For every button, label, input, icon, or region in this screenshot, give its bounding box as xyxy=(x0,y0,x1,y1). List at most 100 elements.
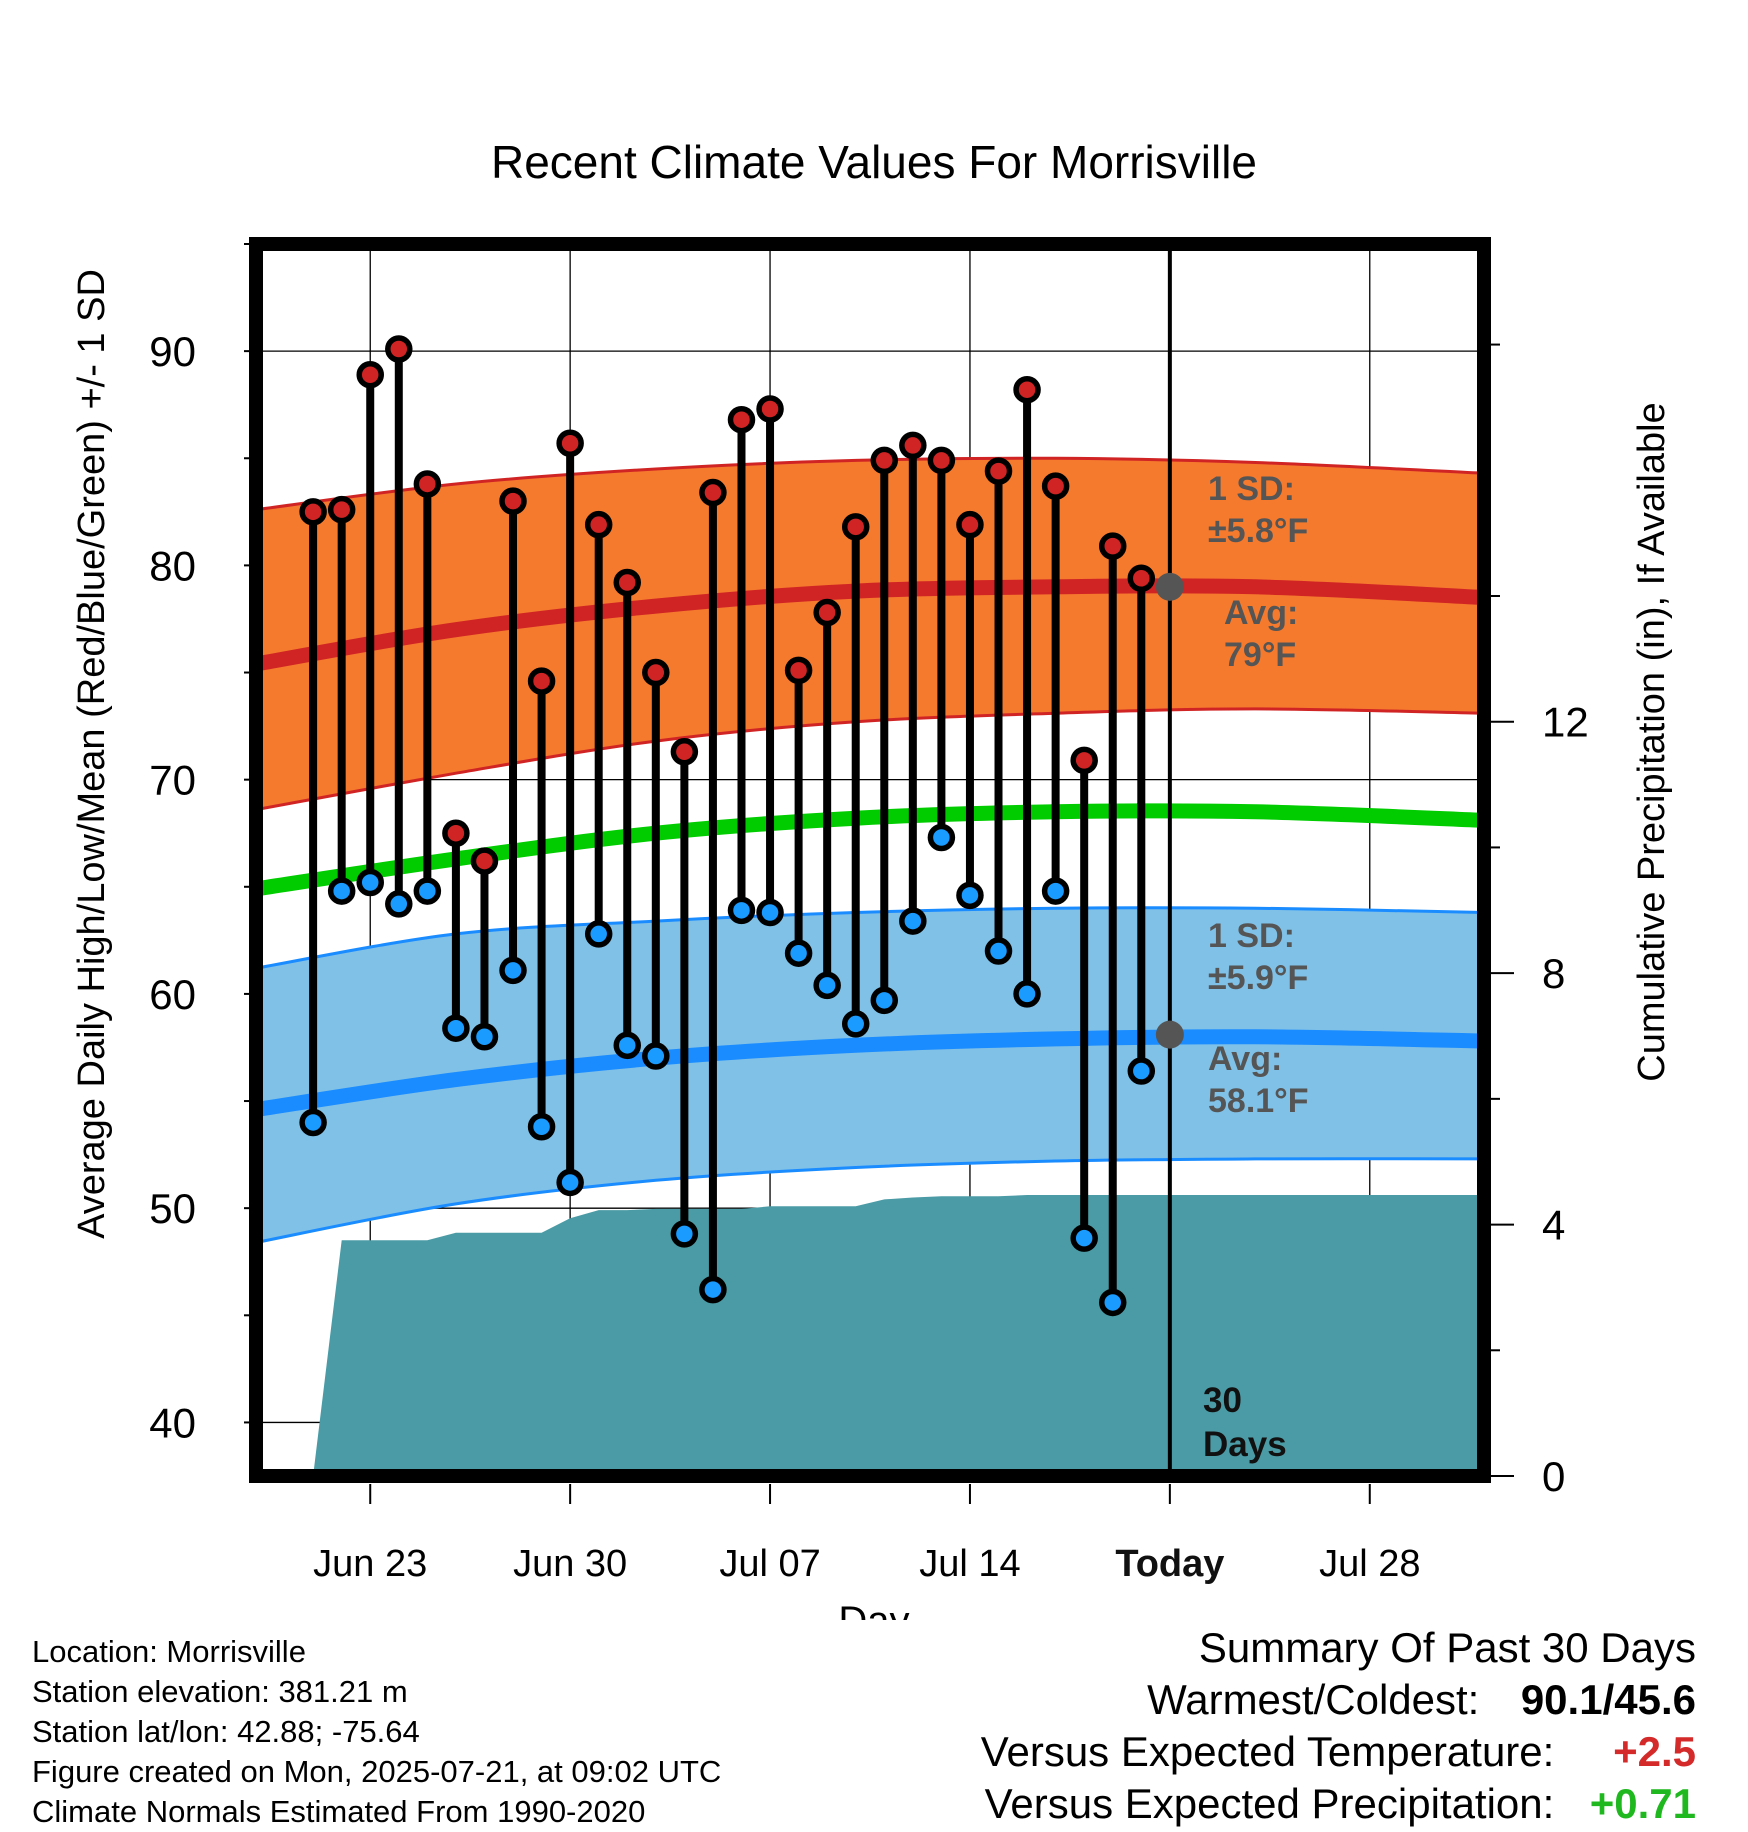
low-sd-label-line2: ±5.9°F xyxy=(1208,959,1308,997)
y2-tick-label: 8 xyxy=(1542,950,1565,997)
daily-high-marker xyxy=(470,847,499,875)
daily-low-marker xyxy=(984,937,1013,965)
daily-low-marker xyxy=(299,1108,327,1137)
daily-high-marker xyxy=(527,667,556,695)
daily-low-marker xyxy=(784,939,813,967)
temperature-departure-label: Versus Expected Temperature: xyxy=(980,1728,1555,1775)
y-axis-right: 0 4 8 12 xyxy=(1490,343,1589,1500)
warmest-coldest-label: Warmest/Coldest: xyxy=(1147,1676,1480,1723)
high-avg-label-line2: 79°F xyxy=(1224,636,1296,674)
daily-low-marker xyxy=(1013,980,1041,1008)
daily-low-marker xyxy=(699,1275,727,1304)
daily-low-marker xyxy=(813,971,841,1000)
high-sd-band xyxy=(256,458,1484,810)
station-info: Location: Morrisville Station elevation:… xyxy=(32,1632,721,1832)
daily-high-marker xyxy=(584,510,613,539)
y-tick-label: 40 xyxy=(149,1399,196,1446)
daily-high-marker xyxy=(499,487,527,515)
daily-high-marker xyxy=(813,598,841,627)
y-tick-label: 80 xyxy=(149,542,196,589)
daily-high-marker xyxy=(613,568,642,597)
daily-low-marker xyxy=(956,881,984,910)
y-tick-label: 70 xyxy=(149,757,196,804)
daily-low-marker xyxy=(1127,1057,1156,1085)
y-tick-label: 60 xyxy=(149,971,196,1018)
days-word-label: Days xyxy=(1203,1425,1287,1464)
low-avg-label: Avg: 58.1°F xyxy=(1208,1040,1309,1120)
chart-title: Recent Climate Values For Morrisville xyxy=(491,136,1257,188)
daily-high-marker xyxy=(556,429,584,458)
high-avg-label-line1: Avg: xyxy=(1224,594,1298,632)
daily-high-marker xyxy=(756,395,784,423)
summary-title: Summary Of Past 30 Days xyxy=(1198,1624,1696,1671)
y2-axis-title: Cumulative Precipitation (in), If Availa… xyxy=(1631,402,1673,1081)
x-tick-label: Today xyxy=(1115,1543,1224,1585)
high-sd-label: 1 SD: ±5.8°F xyxy=(1208,470,1308,550)
plot-area xyxy=(256,244,1484,1476)
daily-low-marker xyxy=(670,1220,699,1248)
daily-high-marker xyxy=(927,446,956,475)
today-low-average-marker xyxy=(1155,1020,1184,1049)
daily-low-marker xyxy=(927,823,956,852)
precipitation-departure-row: Versus Expected Precipitation: +0.71 xyxy=(981,1778,1696,1830)
daily-low-marker xyxy=(413,877,442,905)
daily-low-marker xyxy=(556,1168,584,1197)
temperature-departure-value: +2.5 xyxy=(1613,1728,1696,1775)
today-high-average-marker xyxy=(1155,572,1184,601)
normals-text: Climate Normals Estimated From 1990-2020 xyxy=(32,1794,646,1829)
high-avg-label: Avg: 79°F xyxy=(1224,594,1298,674)
precipitation-departure-label: Versus Expected Precipitation: xyxy=(984,1780,1555,1827)
latlon-text: Station lat/lon: 42.88; -75.64 xyxy=(32,1714,420,1749)
daily-low-marker xyxy=(1070,1224,1098,1252)
daily-low-marker xyxy=(327,877,356,905)
daily-low-marker xyxy=(870,986,899,1015)
low-sd-label: 1 SD: ±5.9°F xyxy=(1208,917,1308,997)
daily-high-marker xyxy=(899,431,927,460)
daily-high-marker xyxy=(1098,532,1127,560)
daily-high-marker xyxy=(356,360,384,389)
daily-low-marker xyxy=(727,896,756,925)
plot-frame xyxy=(249,237,1491,1483)
warmest-coldest-value: 90.1/45.6 xyxy=(1520,1676,1696,1723)
x-tick-label: Jun 23 xyxy=(313,1543,427,1585)
low-avg-label-line2: 58.1°F xyxy=(1208,1082,1309,1120)
location-text: Location: Morrisville xyxy=(32,1634,306,1669)
daily-low-marker xyxy=(527,1113,556,1141)
y-tick-label: 90 xyxy=(149,328,196,375)
daily-high-marker xyxy=(727,405,756,434)
y-axis-left: 40 50 60 70 80 90 xyxy=(149,243,254,1446)
cumulative-precipitation-area xyxy=(284,1195,1484,1476)
summary-panel: Summary Of Past 30 Days Warmest/Coldest:… xyxy=(981,1622,1696,1830)
x-tick-label: Jul 28 xyxy=(1319,1543,1420,1585)
temperature-departure-row: Versus Expected Temperature: +2.5 xyxy=(981,1726,1696,1778)
daily-high-marker xyxy=(956,510,984,539)
daily-high-marker xyxy=(784,656,813,685)
daily-high-marker xyxy=(385,335,413,363)
days-count-label: 30 xyxy=(1203,1381,1242,1420)
high-sd-upper-edge xyxy=(256,456,1484,512)
y2-tick-label: 4 xyxy=(1542,1202,1565,1249)
daily-high-marker xyxy=(984,457,1013,485)
daily-low-marker xyxy=(442,1014,470,1042)
daily-high-marker xyxy=(1013,375,1041,404)
daily-high-marker xyxy=(699,478,727,507)
high-sd-label-line1: 1 SD: xyxy=(1208,470,1295,508)
y-tick-label: 50 xyxy=(149,1185,196,1232)
daily-high-marker xyxy=(642,658,670,687)
daily-high-marker xyxy=(1041,472,1070,500)
daily-observations xyxy=(299,335,1156,1317)
y2-tick-label: 0 xyxy=(1542,1453,1565,1500)
daily-high-marker xyxy=(413,470,442,498)
daily-low-marker xyxy=(356,868,384,897)
x-axis-title: Day xyxy=(838,1599,909,1620)
daily-low-marker xyxy=(756,898,784,927)
daily-high-marker xyxy=(870,446,899,475)
daily-high-marker xyxy=(841,513,870,541)
daily-low-marker xyxy=(613,1031,642,1060)
normal-mean-line xyxy=(256,803,1484,897)
low-sd-lower-edge xyxy=(256,1157,1484,1244)
daily-low-marker xyxy=(470,1023,499,1051)
x-tick-label: Jul 14 xyxy=(919,1543,1020,1585)
y-axis-title: Average Daily High/Low/Mean (Red/Blue/Gr… xyxy=(71,269,113,1239)
daily-low-marker xyxy=(841,1010,870,1038)
